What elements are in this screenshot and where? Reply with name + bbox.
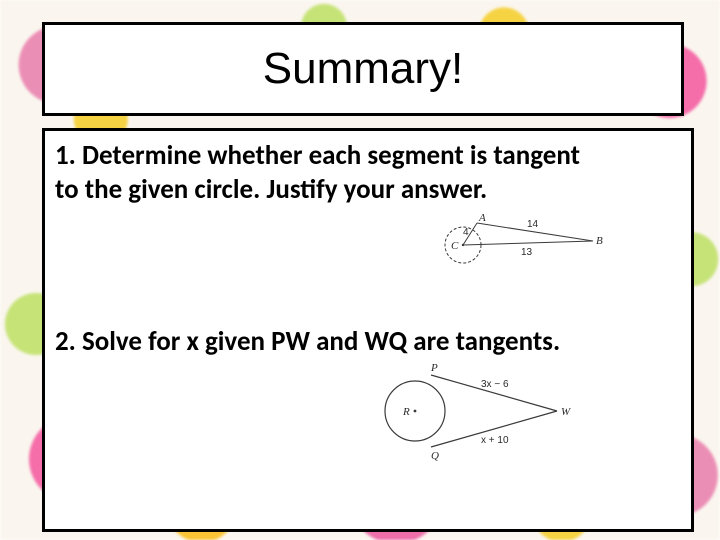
fig2-expr-PW: 3x − 6 <box>481 379 509 390</box>
fig1-label-B: B <box>596 235 603 247</box>
fig1-line-CB <box>463 241 593 245</box>
question-2: 2. Solve for x given PW and WQ are tange… <box>55 325 683 359</box>
question-1: 1. Determine whether each segment is tan… <box>55 139 683 207</box>
q1-line1: 1. Determine whether each segment is tan… <box>55 139 580 172</box>
content-box: 1. Determine whether each segment is tan… <box>42 128 694 532</box>
fig1-label-C: C <box>451 240 459 252</box>
fig2-expr-QW: x + 10 <box>481 435 509 446</box>
fig2-label-P: P <box>430 362 438 374</box>
fig2-center-dot <box>414 410 417 413</box>
fig2-label-W: W <box>561 406 571 418</box>
fig2-label-Q: Q <box>431 450 439 462</box>
q1-line2: to the given circle. Justify your answer… <box>55 173 487 206</box>
fig2-label-R: R <box>402 406 410 418</box>
figure-1: C A B 4 14 13 <box>441 217 601 273</box>
figure-2: R P Q W 3x − 6 x + 10 <box>381 361 561 461</box>
title-box: Summary! <box>42 22 684 116</box>
fig1-num-radius: 4 <box>463 227 469 238</box>
fig1-label-A: A <box>478 212 486 224</box>
fig1-num-CB: 13 <box>521 247 533 258</box>
title-text: Summary! <box>263 44 463 94</box>
fig1-num-AB: 14 <box>527 219 539 230</box>
